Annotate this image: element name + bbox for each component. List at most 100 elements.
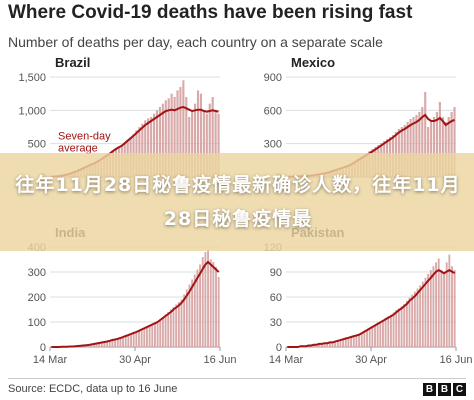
bar — [352, 336, 355, 347]
bar — [208, 103, 211, 177]
bar — [156, 322, 159, 347]
bar — [358, 334, 360, 347]
bar — [194, 103, 197, 177]
bar — [363, 331, 366, 347]
bar — [141, 123, 144, 177]
bar — [161, 317, 164, 347]
bar — [130, 334, 132, 347]
overlay-headline: 往年11月28日秘鲁疫情最新确诊人数，往年11月28日秘鲁疫情最 — [15, 174, 461, 230]
bar — [172, 307, 175, 347]
bar — [164, 100, 167, 177]
bar — [451, 266, 453, 347]
bar — [185, 97, 188, 177]
y-tick-label: 300 — [28, 267, 46, 279]
bar — [415, 115, 418, 177]
bar — [395, 310, 398, 347]
bar — [405, 300, 408, 347]
bar — [397, 308, 400, 347]
bar — [412, 117, 415, 177]
y-tick-label: 100 — [28, 317, 46, 329]
bar — [191, 279, 194, 347]
bar — [135, 332, 138, 347]
overlay-banner — [0, 153, 474, 251]
bar — [453, 107, 456, 177]
bar — [312, 344, 315, 347]
bar — [188, 117, 191, 177]
chart-subtitle: Number of deaths per day, each country o… — [8, 34, 383, 50]
bar — [167, 98, 170, 177]
bar — [328, 342, 331, 347]
bar — [450, 112, 453, 177]
bar — [108, 340, 111, 347]
bar — [336, 340, 339, 347]
logo-letter: B — [438, 383, 451, 396]
bar — [421, 107, 424, 177]
bar — [419, 285, 422, 347]
source-note: Source: ECDC, data up to 16 June — [8, 383, 178, 395]
bar — [429, 270, 432, 347]
x-tick-label: 30 Apr — [355, 354, 387, 366]
seven-day-average-line — [287, 268, 456, 348]
bar — [371, 327, 374, 347]
bar — [331, 342, 334, 347]
bar — [435, 262, 438, 347]
bar — [201, 257, 204, 347]
logo-letter: C — [453, 383, 466, 396]
bar — [155, 110, 159, 177]
bar — [441, 117, 444, 177]
x-tick-label: 16 Jun — [203, 354, 236, 366]
bar — [435, 112, 439, 177]
bar — [379, 322, 382, 347]
x-tick-label: 14 Mar — [269, 354, 304, 366]
bar — [366, 330, 368, 347]
bar — [368, 328, 371, 347]
annotation-label: Seven-day — [58, 131, 111, 143]
y-tick-label: 500 — [28, 139, 46, 151]
bar — [374, 325, 376, 347]
bar — [403, 125, 406, 177]
bar — [148, 325, 151, 347]
bar — [92, 344, 95, 347]
bar — [185, 289, 188, 347]
bar — [173, 97, 176, 177]
panel-title: Mexico — [291, 55, 335, 70]
bar — [95, 343, 98, 347]
bar — [453, 270, 456, 347]
bar — [315, 344, 318, 347]
bar — [150, 117, 153, 177]
bar — [188, 284, 191, 347]
bar — [209, 259, 212, 347]
bar — [437, 258, 440, 347]
y-tick-label: 1,000 — [18, 105, 46, 117]
panel-title: Brazil — [55, 55, 90, 70]
bar — [98, 343, 101, 347]
bar — [111, 340, 114, 347]
bar — [106, 341, 109, 347]
bar — [138, 127, 141, 177]
bar — [193, 274, 196, 347]
bar — [175, 304, 178, 347]
bar — [204, 252, 207, 347]
y-tick-label: 30 — [270, 317, 282, 329]
bar — [427, 273, 430, 347]
bar — [207, 249, 209, 347]
bar — [347, 337, 350, 347]
bar — [170, 93, 173, 177]
bar — [196, 269, 199, 347]
bar — [143, 328, 146, 347]
bar — [427, 127, 430, 177]
bar — [161, 103, 164, 177]
bar — [382, 320, 384, 347]
x-tick-label: 16 Jun — [439, 354, 472, 366]
bar — [90, 344, 93, 347]
bar — [440, 270, 443, 347]
bar — [387, 316, 390, 347]
bar — [432, 266, 435, 347]
bar — [122, 337, 124, 347]
y-tick-label: 0 — [276, 342, 282, 354]
bar — [318, 343, 321, 347]
bar — [421, 281, 424, 347]
bar — [384, 317, 387, 347]
